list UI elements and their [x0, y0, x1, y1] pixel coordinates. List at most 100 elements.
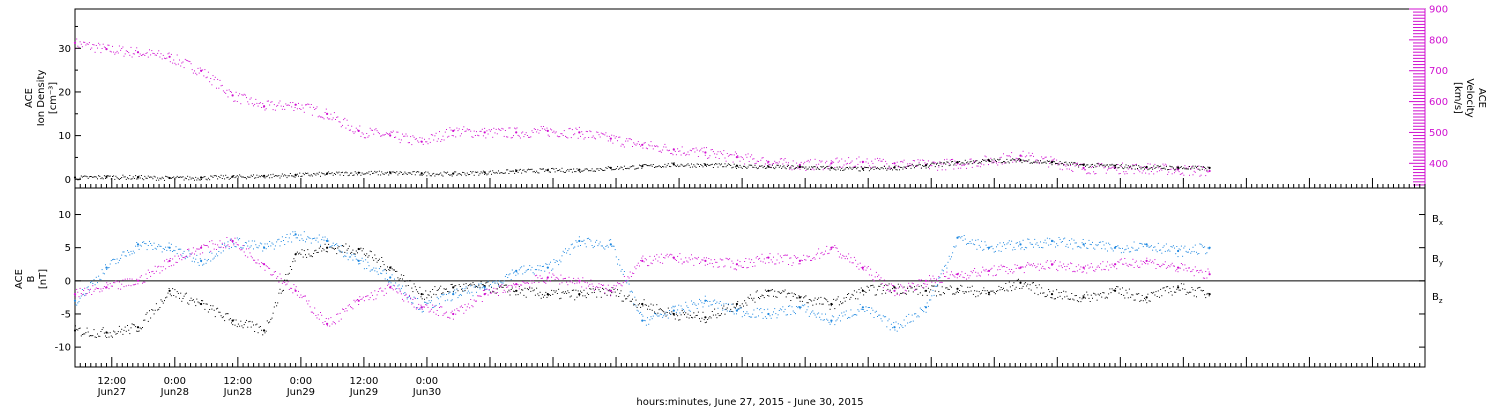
by-sample [765, 316, 766, 317]
ion-density-sample [608, 166, 609, 167]
by-sample [538, 269, 539, 270]
ion-density-sample [135, 175, 136, 176]
by-sample [1056, 243, 1057, 244]
bz-sample [183, 257, 184, 258]
ion-density-sample [296, 175, 297, 176]
by-sample [326, 240, 327, 241]
by-sample [233, 243, 234, 244]
bx-sample [277, 302, 278, 303]
by-sample [1039, 247, 1040, 248]
bz-sample [134, 284, 135, 285]
velocity-sample [395, 137, 396, 138]
bz-sample [610, 295, 611, 296]
ion-density-sample [699, 166, 700, 167]
by-sample [599, 243, 600, 244]
bz-sample [76, 289, 77, 290]
bz-sample [99, 291, 100, 292]
bx-sample [1124, 298, 1125, 299]
ion-density-sample [537, 172, 538, 173]
bz-sample [605, 288, 606, 289]
ion-density-sample [681, 164, 682, 165]
velocity-sample [1181, 173, 1182, 174]
bx-sample [344, 252, 345, 253]
bx-sample [125, 327, 126, 328]
ion-density-sample [1114, 168, 1115, 169]
bz-sample [146, 274, 147, 275]
bz-sample [503, 292, 504, 293]
ion-density-sample [757, 168, 758, 169]
ion-density-sample [147, 178, 148, 179]
by-sample [652, 318, 653, 319]
by-sample [399, 284, 400, 285]
by-sample [770, 315, 771, 316]
bx-sample [126, 331, 127, 332]
ion-density-sample [708, 165, 709, 166]
ion-density-sample [944, 162, 945, 163]
velocity-sample [1147, 163, 1148, 164]
bz-sample [1008, 273, 1009, 274]
velocity-sample [343, 119, 344, 120]
ion-density-sample [1157, 165, 1158, 166]
by-sample [392, 274, 393, 275]
by-sample [330, 246, 331, 247]
by-sample [938, 278, 939, 279]
bx-sample [302, 249, 303, 250]
ion-density-sample [299, 173, 300, 174]
ion-density-sample [1204, 167, 1205, 168]
bx-sample [805, 295, 806, 296]
ion-density-sample [874, 169, 875, 170]
ion-density-sample [847, 167, 848, 168]
velocity-sample [800, 169, 801, 170]
bx-sample [961, 286, 962, 287]
ion-density-sample [572, 172, 573, 173]
bx-sample [779, 292, 780, 293]
velocity-sample [648, 144, 649, 145]
bx-sample [859, 289, 860, 290]
bx-sample [752, 300, 753, 301]
bx-sample [983, 287, 984, 288]
by-sample [295, 231, 296, 232]
velocity-sample [860, 162, 861, 163]
bz-sample [386, 293, 387, 294]
bz-sample [195, 251, 196, 252]
velocity-sample [386, 132, 387, 133]
by-sample [1129, 251, 1130, 252]
velocity-sample [805, 170, 806, 171]
velocity-sample [737, 155, 738, 156]
bz-sample [192, 253, 193, 254]
by-sample [347, 253, 348, 254]
ion-density-sample [1057, 163, 1058, 164]
by-sample [1139, 243, 1140, 244]
ion-density-sample [454, 171, 455, 172]
by-sample [511, 279, 512, 280]
ion-density-sample [156, 180, 157, 181]
bx-sample [1038, 294, 1039, 295]
by-sample [131, 251, 132, 252]
ion-density-sample [432, 174, 433, 175]
velocity-sample [661, 152, 662, 153]
bx-sample [833, 299, 834, 300]
bz-sample [654, 256, 655, 257]
bx-sample [600, 291, 601, 292]
velocity-sample [787, 165, 788, 166]
ion-density-sample [1074, 162, 1075, 163]
by-sample [1076, 242, 1077, 243]
bx-sample [282, 291, 283, 292]
by-sample [736, 313, 737, 314]
velocity-sample [156, 55, 157, 56]
bx-sample [348, 248, 349, 249]
by-sample [978, 239, 979, 240]
by-sample [642, 316, 643, 317]
bx-sample [875, 295, 876, 296]
by-sample [753, 310, 754, 311]
bx-sample [441, 293, 442, 294]
bx-sample [319, 248, 320, 249]
velocity-sample [1172, 173, 1173, 174]
bz-sample [987, 271, 988, 272]
bx-sample [819, 303, 820, 304]
bx-sample [884, 285, 885, 286]
velocity-sample [517, 127, 518, 128]
ion-density-sample [771, 167, 772, 168]
velocity-sample [548, 135, 549, 136]
bz-sample [1037, 266, 1038, 267]
